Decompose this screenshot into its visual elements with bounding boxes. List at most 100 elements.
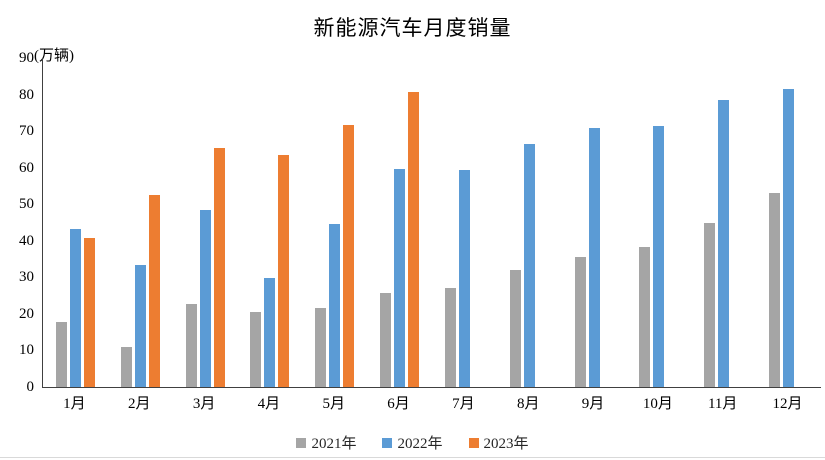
plot-area bbox=[42, 58, 821, 388]
legend-item-2022年: 2022年 bbox=[382, 432, 443, 453]
bar-2021年-1月 bbox=[55, 321, 67, 387]
bar-slot bbox=[588, 58, 600, 387]
y-tick-label-20: 20 bbox=[19, 305, 34, 322]
bar-slot bbox=[250, 58, 262, 387]
bar-group-4月 bbox=[237, 58, 302, 387]
bar-groups bbox=[43, 58, 821, 387]
bar-2022年-6月 bbox=[394, 169, 406, 387]
bar-group-12月 bbox=[756, 58, 821, 387]
bar-2022年-8月 bbox=[523, 143, 535, 387]
bar-slot bbox=[69, 58, 81, 387]
bar-group-1月 bbox=[43, 58, 108, 387]
bar-2023年-5月 bbox=[343, 124, 355, 387]
bar-2022年-2月 bbox=[134, 264, 146, 387]
bar-slot bbox=[329, 58, 341, 387]
bar-slot bbox=[523, 58, 535, 387]
y-tick-label-60: 60 bbox=[19, 159, 34, 176]
x-tick-label-5月: 5月 bbox=[322, 396, 345, 412]
bar-2021年-5月 bbox=[315, 307, 327, 387]
x-axis-tick-labels: 1月 2月 3月 4月 5月 6月 7月 8月 9月 10月 11月 12月 bbox=[42, 392, 820, 413]
bar-group-11月 bbox=[691, 58, 756, 387]
bottom-frame-line bbox=[0, 457, 825, 458]
bar-2022年-9月 bbox=[588, 128, 600, 387]
bar-slot bbox=[704, 58, 716, 387]
bar-group-5月 bbox=[302, 58, 367, 387]
y-tick-label-70: 70 bbox=[19, 123, 34, 140]
legend-item-2021年: 2021年 bbox=[296, 432, 356, 453]
bar-slot bbox=[667, 58, 678, 387]
bar-2022年-1月 bbox=[69, 229, 81, 387]
bar-slot bbox=[380, 58, 392, 387]
bar-slot bbox=[120, 58, 132, 387]
y-tick-label-10: 10 bbox=[19, 342, 34, 359]
bar-slot bbox=[148, 58, 160, 387]
bar-2021年-4月 bbox=[250, 311, 262, 387]
bar-slot bbox=[444, 58, 456, 387]
y-axis-unit-label: (万辆) bbox=[34, 48, 74, 64]
bar-2021年-10月 bbox=[639, 247, 651, 387]
x-tick-label-4月: 4月 bbox=[257, 396, 281, 412]
bar-slot bbox=[603, 58, 614, 387]
bar-2022年-5月 bbox=[329, 223, 341, 387]
bar-slot bbox=[83, 58, 95, 387]
bar-2023年-4月 bbox=[278, 154, 290, 387]
bar-slot bbox=[278, 58, 290, 387]
bar-slot bbox=[653, 58, 665, 387]
bar-2023年-6月 bbox=[408, 92, 420, 387]
x-tick-label-8月: 8月 bbox=[516, 396, 540, 412]
legend-label-2022年: 2022年 bbox=[397, 436, 443, 452]
y-tick-label-50: 50 bbox=[19, 196, 34, 213]
y-tick-label-30: 30 bbox=[19, 269, 34, 286]
bar-slot bbox=[394, 58, 406, 387]
bar-2023年-2月 bbox=[148, 195, 160, 387]
legend-item-2023年: 2023年 bbox=[468, 432, 529, 453]
legend-label-2023年: 2023年 bbox=[483, 436, 529, 452]
x-tick-label-1月: 1月 bbox=[63, 396, 86, 412]
bar-group-6月 bbox=[367, 58, 432, 387]
bar-2021年-9月 bbox=[574, 256, 586, 387]
bar-slot bbox=[199, 58, 211, 387]
bar-slot bbox=[55, 58, 67, 387]
x-tick-label-9月: 9月 bbox=[581, 396, 605, 412]
bar-group-8月 bbox=[497, 58, 562, 387]
x-tick-label-12月: 12月 bbox=[772, 396, 803, 412]
bar-group-7月 bbox=[432, 58, 497, 387]
x-tick-label-10月: 10月 bbox=[642, 396, 673, 412]
bar-2022年-10月 bbox=[653, 126, 665, 387]
legend-swatch-2023年 bbox=[468, 437, 479, 448]
bar-slot bbox=[264, 58, 276, 387]
bar-2021年-7月 bbox=[444, 287, 456, 387]
legend-swatch-2022年 bbox=[382, 437, 393, 448]
x-tick-label-2月: 2月 bbox=[127, 396, 151, 412]
bar-slot bbox=[783, 58, 795, 387]
legend-swatch-2021年 bbox=[296, 437, 307, 448]
legend-label-2021年: 2021年 bbox=[311, 436, 357, 452]
bar-slot bbox=[473, 58, 484, 387]
bar-slot bbox=[185, 58, 197, 387]
x-tick-label-6月: 6月 bbox=[387, 396, 410, 412]
bar-slot bbox=[343, 58, 355, 387]
bar-2021年-6月 bbox=[380, 293, 392, 387]
bar-2022年-3月 bbox=[199, 210, 211, 387]
bar-2021年-11月 bbox=[704, 222, 716, 387]
bar-slot bbox=[574, 58, 586, 387]
bar-2022年-4月 bbox=[264, 277, 276, 387]
x-tick-label-3月: 3月 bbox=[192, 396, 216, 412]
bar-slot bbox=[769, 58, 781, 387]
y-tick-label-80: 80 bbox=[19, 86, 34, 103]
bar-2023年-3月 bbox=[213, 148, 225, 387]
bar-2021年-3月 bbox=[185, 304, 197, 387]
y-tick-label-0: 0 bbox=[26, 379, 35, 395]
bar-slot bbox=[134, 58, 146, 387]
bar-slot bbox=[732, 58, 743, 387]
bar-slot bbox=[315, 58, 327, 387]
bar-group-10月 bbox=[626, 58, 691, 387]
bar-2023年-1月 bbox=[83, 237, 95, 387]
bar-slot bbox=[509, 58, 521, 387]
y-tick-label-40: 40 bbox=[19, 232, 34, 249]
bar-group-2月 bbox=[108, 58, 173, 387]
bar-slot bbox=[408, 58, 420, 387]
y-tick-label-90: 90 bbox=[19, 50, 34, 66]
bar-slot bbox=[538, 58, 549, 387]
